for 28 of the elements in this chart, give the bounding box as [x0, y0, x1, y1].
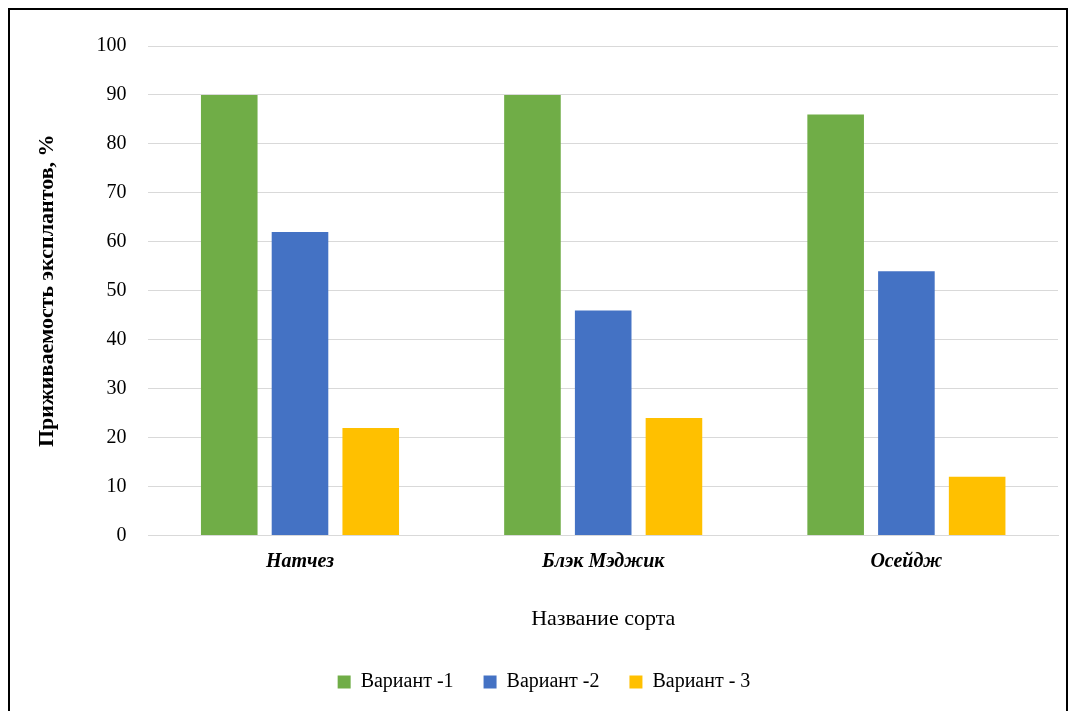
y-tick-label: 10	[106, 473, 127, 496]
y-tick-label: 90	[106, 82, 127, 105]
y-axis-title: Приживаемость эксплантов, %	[32, 134, 58, 448]
y-tick-label: 100	[96, 33, 127, 56]
x-axis-title: Название сорта	[531, 604, 676, 630]
bar	[807, 114, 864, 536]
y-tick-label: 80	[106, 131, 127, 154]
y-tick-label: 30	[106, 375, 127, 398]
legend-label: Вариант -2	[506, 669, 600, 693]
bar	[574, 310, 632, 536]
x-tick-label: Блэк Мэджик	[540, 548, 666, 571]
y-tick-label: 20	[106, 424, 127, 447]
bar	[504, 94, 561, 536]
x-tick-label: Натчез	[264, 548, 335, 571]
x-tick-label: Осейдж	[870, 548, 943, 571]
y-tick-label: 60	[106, 229, 127, 252]
y-tick-label: 40	[106, 327, 127, 350]
bar	[948, 476, 1006, 536]
bar	[645, 418, 703, 536]
bar	[878, 271, 935, 536]
legend-label: Вариант -1	[360, 669, 454, 693]
y-tick-label: 0	[116, 522, 127, 545]
bar	[271, 232, 329, 536]
bar	[342, 427, 400, 536]
y-tick-label: 50	[106, 278, 127, 301]
bar	[200, 94, 258, 536]
legend-label: Вариант - 3	[652, 669, 751, 693]
y-tick-label: 70	[106, 180, 127, 203]
